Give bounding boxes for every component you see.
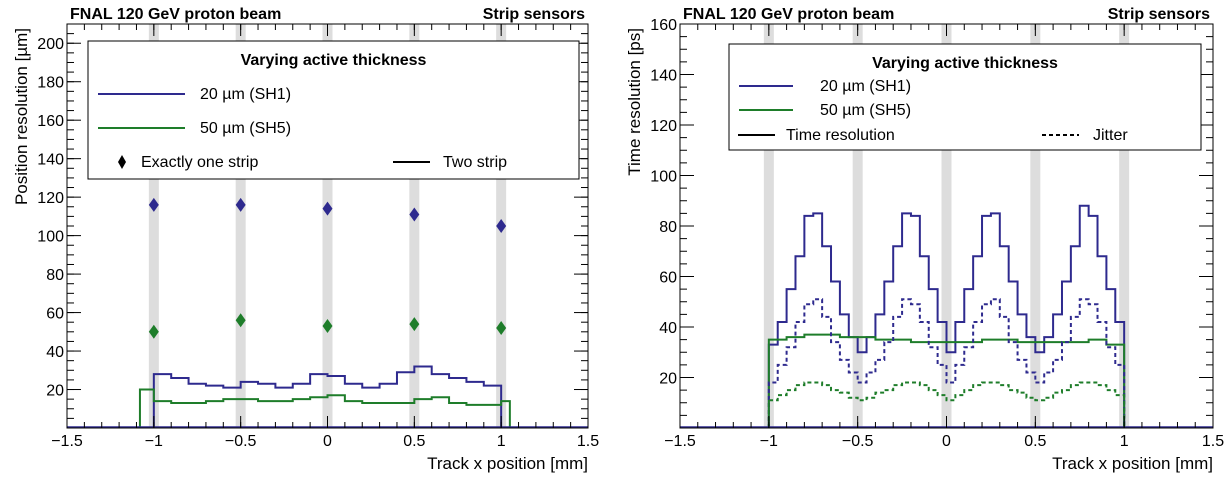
y-tick-label: 180 bbox=[37, 75, 64, 92]
data-point bbox=[148, 197, 159, 212]
legend-entry-label: 50 µm (SH5) bbox=[200, 120, 291, 137]
header-beam: FNAL 120 GeV proton beam bbox=[70, 6, 281, 23]
legend-entry-label: 20 µm (SH1) bbox=[200, 86, 291, 103]
y-tick-label: 120 bbox=[37, 190, 64, 207]
legend-entry-label: Exactly one strip bbox=[141, 154, 258, 171]
y-tick-label: 40 bbox=[46, 344, 64, 361]
y-tick-label: 60 bbox=[46, 306, 64, 323]
position-resolution-chart: −1.5 −1 −0.5 0 0.5 1 1.5 20 40 60 80 100 120 140 160 18… bbox=[0, 0, 600, 477]
y-tick-label: 120 bbox=[650, 118, 677, 135]
x-tick-label: 1.5 bbox=[577, 433, 599, 450]
x-axis-label: Track x position [mm] bbox=[427, 454, 588, 473]
y-axis-label: Time resolution [ps] bbox=[625, 28, 644, 176]
strip-band bbox=[409, 24, 420, 428]
x-tick-label: 1 bbox=[1120, 433, 1129, 450]
data-point bbox=[496, 219, 507, 233]
y-tick-label: 200 bbox=[37, 36, 64, 53]
y-tick-label: 20 bbox=[659, 371, 677, 388]
legend-entry-label: 50 µm (SH5) bbox=[820, 102, 911, 119]
series-line bbox=[767, 381, 1126, 428]
x-tick-label: −1.5 bbox=[51, 433, 83, 450]
x-tick-label: −1 bbox=[145, 433, 163, 450]
strip-band bbox=[148, 24, 159, 428]
y-tick-label: 80 bbox=[46, 267, 64, 284]
y-tick-label: 160 bbox=[650, 17, 677, 34]
position-resolution-chart-svg: −1.5 −1 −0.5 0 0.5 1 1.5 20 40 60 80 100 120 140 160 18… bbox=[12, 6, 599, 473]
y-tick-label: 140 bbox=[650, 68, 677, 85]
legend-box bbox=[87, 40, 580, 180]
x-tick-label: −0.5 bbox=[225, 433, 257, 450]
time-resolution-chart: −1.5 −1 −0.5 0 0.5 1 1.5 20 40 60 80 100 120 140 160 Tr… bbox=[612, 0, 1226, 477]
series-line bbox=[767, 333, 1126, 428]
x-tick-label: −1 bbox=[760, 433, 778, 450]
legend-title: Varying active thickness bbox=[872, 55, 1058, 72]
y-tick-label: 140 bbox=[37, 152, 64, 169]
x-tick-label: −0.5 bbox=[842, 433, 874, 450]
header-sensors: Strip sensors bbox=[483, 6, 585, 23]
time-resolution-chart-svg: −1.5 −1 −0.5 0 0.5 1 1.5 20 40 60 80 100 120 140 160 Tr… bbox=[625, 6, 1224, 473]
x-tick-label: −1.5 bbox=[664, 433, 696, 450]
strip-band bbox=[852, 24, 863, 428]
legend-title: Varying active thickness bbox=[241, 52, 427, 69]
data-point bbox=[148, 324, 159, 339]
data-point bbox=[322, 201, 333, 216]
strip-band bbox=[1030, 24, 1041, 428]
series-line bbox=[138, 388, 511, 428]
y-tick-label: 20 bbox=[46, 383, 64, 400]
y-tick-label: 160 bbox=[37, 113, 64, 130]
y-tick-label: 100 bbox=[650, 169, 677, 186]
data-point bbox=[409, 207, 420, 222]
y-tick-label: 100 bbox=[37, 229, 64, 246]
legend-entry-label: Jitter bbox=[1093, 127, 1128, 144]
legend-diamond-icon bbox=[118, 155, 126, 169]
legend-entry-label: 20 µm (SH1) bbox=[820, 78, 911, 95]
y-tick-label: 40 bbox=[659, 320, 677, 337]
data-point bbox=[496, 320, 507, 335]
x-axis-label: Track x position [mm] bbox=[1052, 454, 1213, 473]
y-tick-label: 60 bbox=[659, 270, 677, 287]
strip-band bbox=[235, 24, 246, 428]
y-tick-label: 80 bbox=[659, 219, 677, 236]
y-axis-label: Position resolution [µm] bbox=[12, 28, 31, 205]
data-point bbox=[235, 313, 246, 328]
strip-band bbox=[763, 24, 774, 428]
header-sensors: Strip sensors bbox=[1108, 6, 1210, 23]
x-tick-label: 0 bbox=[942, 433, 951, 450]
legend-entry-label: Time resolution bbox=[786, 127, 895, 144]
data-point bbox=[409, 317, 420, 332]
series-line bbox=[767, 298, 1126, 428]
legend-box bbox=[728, 43, 1202, 151]
header-beam: FNAL 120 GeV proton beam bbox=[683, 6, 894, 23]
data-point bbox=[235, 197, 246, 212]
x-tick-label: 0.5 bbox=[403, 433, 425, 450]
strip-band bbox=[1119, 24, 1130, 428]
x-tick-label: 1.5 bbox=[1202, 433, 1224, 450]
x-tick-label: 0 bbox=[323, 433, 332, 450]
strip-band bbox=[322, 24, 333, 428]
strip-band bbox=[941, 24, 952, 428]
x-tick-label: 0.5 bbox=[1024, 433, 1046, 450]
x-tick-label: 1 bbox=[497, 433, 506, 450]
series-line bbox=[152, 365, 503, 428]
data-point bbox=[322, 319, 333, 334]
series-line bbox=[767, 204, 1126, 428]
legend-entry-label: Two strip bbox=[443, 154, 507, 171]
